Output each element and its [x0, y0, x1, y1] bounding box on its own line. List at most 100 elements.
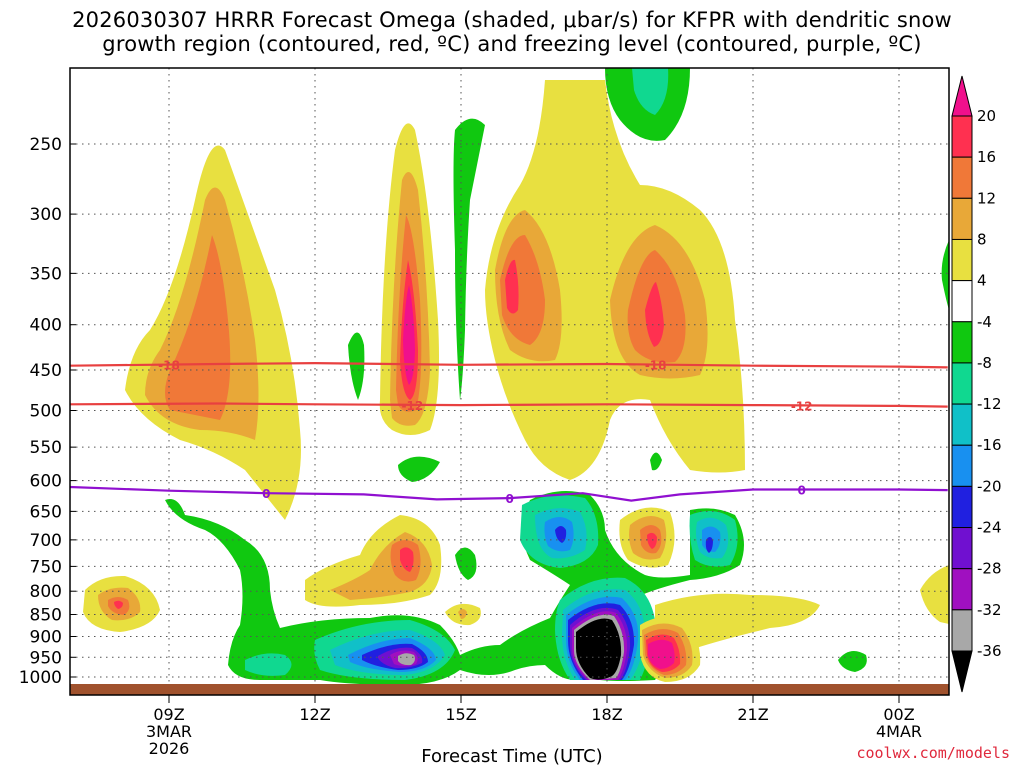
colorbar-label--16: -16: [977, 436, 1002, 454]
colorbar-label--24: -24: [977, 519, 1002, 537]
y-tick-label-1000: 1000: [19, 668, 62, 688]
descent-low-18z-core: [576, 618, 622, 680]
colorbar-bin-8-to-12: [951, 197, 973, 240]
x-tick-label-18Z: 18Z: [591, 705, 622, 724]
y-tick-label-350: 350: [30, 264, 62, 284]
colorbar-label-20: 20: [977, 107, 996, 125]
ground-strip: [70, 684, 949, 695]
contour-label-dendritic-top-1: -18: [645, 359, 667, 373]
descent-blob-15z-low: [455, 547, 477, 580]
colorbar-bin--24-to--20: [951, 485, 973, 529]
descent-low-11z: [245, 653, 292, 676]
contour-label-freezing-level-2: 0: [797, 483, 805, 497]
x-tick-label-12Z: 12Z: [299, 705, 330, 724]
colorbar-label-16: 16: [977, 148, 996, 166]
colorbar-label--32: -32: [977, 601, 1002, 619]
descent-top-19z-core: [632, 68, 669, 115]
colorbar-bin--8-to--4: [951, 321, 973, 364]
colorbar-bin--20-to--16: [951, 444, 973, 487]
temperature-contours: -18 -18 -12 -12 0 0 0: [69, 358, 948, 506]
y-tick-label-250: 250: [30, 135, 62, 155]
colorbar-bin--4-to-4: [951, 280, 973, 323]
colorbar: 20 16 12 8 4 -4 -8 -12 -16 -20 -24 -28 -32 -36: [951, 75, 1002, 693]
colorbar-bin--16-to--12: [951, 403, 973, 446]
y-tick-label-400: 400: [30, 316, 62, 336]
colorbar-bin--36-to--32: [951, 609, 973, 652]
ascent-low-19z-d: [647, 532, 657, 549]
colorbar-label-4: 4: [977, 272, 987, 290]
contour-label-dendritic-bottom-1: -12: [791, 399, 813, 413]
x-tick-label-21Z: 21Z: [737, 705, 768, 724]
ascent-low-19z-core: [648, 639, 675, 669]
x-axis-title: Forecast Time (UTC): [421, 746, 603, 767]
y-tick-label-950: 950: [30, 648, 62, 668]
contour-dendritic-bottom: [69, 402, 948, 408]
colorbar-label-8: 8: [977, 230, 987, 248]
ascent-region-14z-peak: [403, 285, 415, 385]
contour-label-freezing-level-1: 0: [505, 492, 513, 506]
ascent-low-14z-d: [400, 547, 414, 572]
ascent-region-09z-inner: [165, 235, 231, 420]
contour-label-dendritic-bottom-0: -12: [401, 399, 423, 413]
descent-low-20z-d: [705, 537, 713, 553]
colorbar-bin-12-to-16: [951, 156, 973, 199]
x-tick-sublabel-4MAR: 4MAR: [876, 722, 922, 741]
gridlines: [70, 68, 949, 684]
ascent-low-15z-b: [458, 609, 467, 619]
descent-right-edge: [941, 240, 949, 310]
y-tick-label-550: 550: [30, 438, 62, 458]
y-tick-label-600: 600: [30, 472, 62, 492]
colorbar-label--4: -4: [977, 313, 992, 331]
contour-dendritic-top: [69, 361, 948, 369]
y-tick-label-700: 700: [30, 531, 62, 551]
x-tick-sublabel-2026: 2026: [149, 739, 190, 758]
colorbar-under-triangle: [951, 650, 973, 693]
descent-blob-19z-mid: [650, 452, 662, 471]
y-tick-label-900: 900: [30, 627, 62, 647]
chart-title-line-1: 2026030307 HRRR Forecast Omega (shaded, …: [72, 8, 952, 32]
contour-freezing-level: [69, 485, 948, 502]
colorbar-bin--32-to--28: [951, 568, 973, 611]
colorbar-label--28: -28: [977, 560, 1002, 578]
colorbar-bin--28-to--24: [951, 527, 973, 570]
contour-label-dendritic-top-0: -18: [158, 358, 180, 372]
y-tick-label-650: 650: [30, 502, 62, 522]
x-tick-label-00Z: 00Z: [883, 705, 914, 724]
descent-blob-14z-mid: [398, 456, 440, 482]
descent-low-14z-g: [398, 653, 415, 666]
y-tick-label-450: 450: [30, 361, 62, 381]
colorbar-label--8: -8: [977, 354, 992, 372]
ascent-low-right-edge: [920, 565, 949, 624]
plot-frame: [69, 67, 950, 696]
colorbar-label--12: -12: [977, 395, 1002, 413]
y-tick-label-750: 750: [30, 557, 62, 577]
x-tick-label-09Z: 09Z: [153, 705, 184, 724]
colorbar-over-triangle: [951, 75, 973, 117]
credit-text[interactable]: coolwx.com/models: [856, 744, 1010, 762]
y-tick-label-500: 500: [30, 402, 62, 422]
x-tick-label-15Z: 15Z: [445, 705, 476, 724]
colorbar-bin--12-to--8: [951, 362, 973, 405]
omega-shading: [83, 68, 949, 685]
descent-blob-23z-low: [838, 651, 867, 672]
ascent-low-20z-a: [655, 593, 820, 650]
contour-label-freezing-level-0: 0: [262, 487, 270, 501]
x-tick-sublabel-3MAR: 3MAR: [146, 722, 192, 741]
colorbar-label--36: -36: [977, 642, 1002, 660]
chart-title-line-2: growth region (contoured, red, ºC) and f…: [102, 32, 922, 56]
colorbar-label--20: -20: [977, 477, 1002, 495]
colorbar-label-12: 12: [977, 189, 996, 207]
descent-low-17z-d: [555, 526, 567, 543]
y-axis: 2503003504004505005506006507007508008509…: [19, 135, 76, 688]
y-tick-label-800: 800: [30, 582, 62, 602]
descent-blob-13z: [348, 332, 365, 400]
ascent-low-08z-d: [114, 600, 123, 609]
colorbar-bin-4-to-8: [951, 238, 973, 282]
y-tick-label-850: 850: [30, 606, 62, 626]
descent-sliver-15z: [453, 118, 485, 401]
ascent-region-19z-core: [645, 282, 664, 347]
colorbar-bin-16-to-20: [951, 115, 973, 158]
y-tick-label-300: 300: [30, 205, 62, 225]
